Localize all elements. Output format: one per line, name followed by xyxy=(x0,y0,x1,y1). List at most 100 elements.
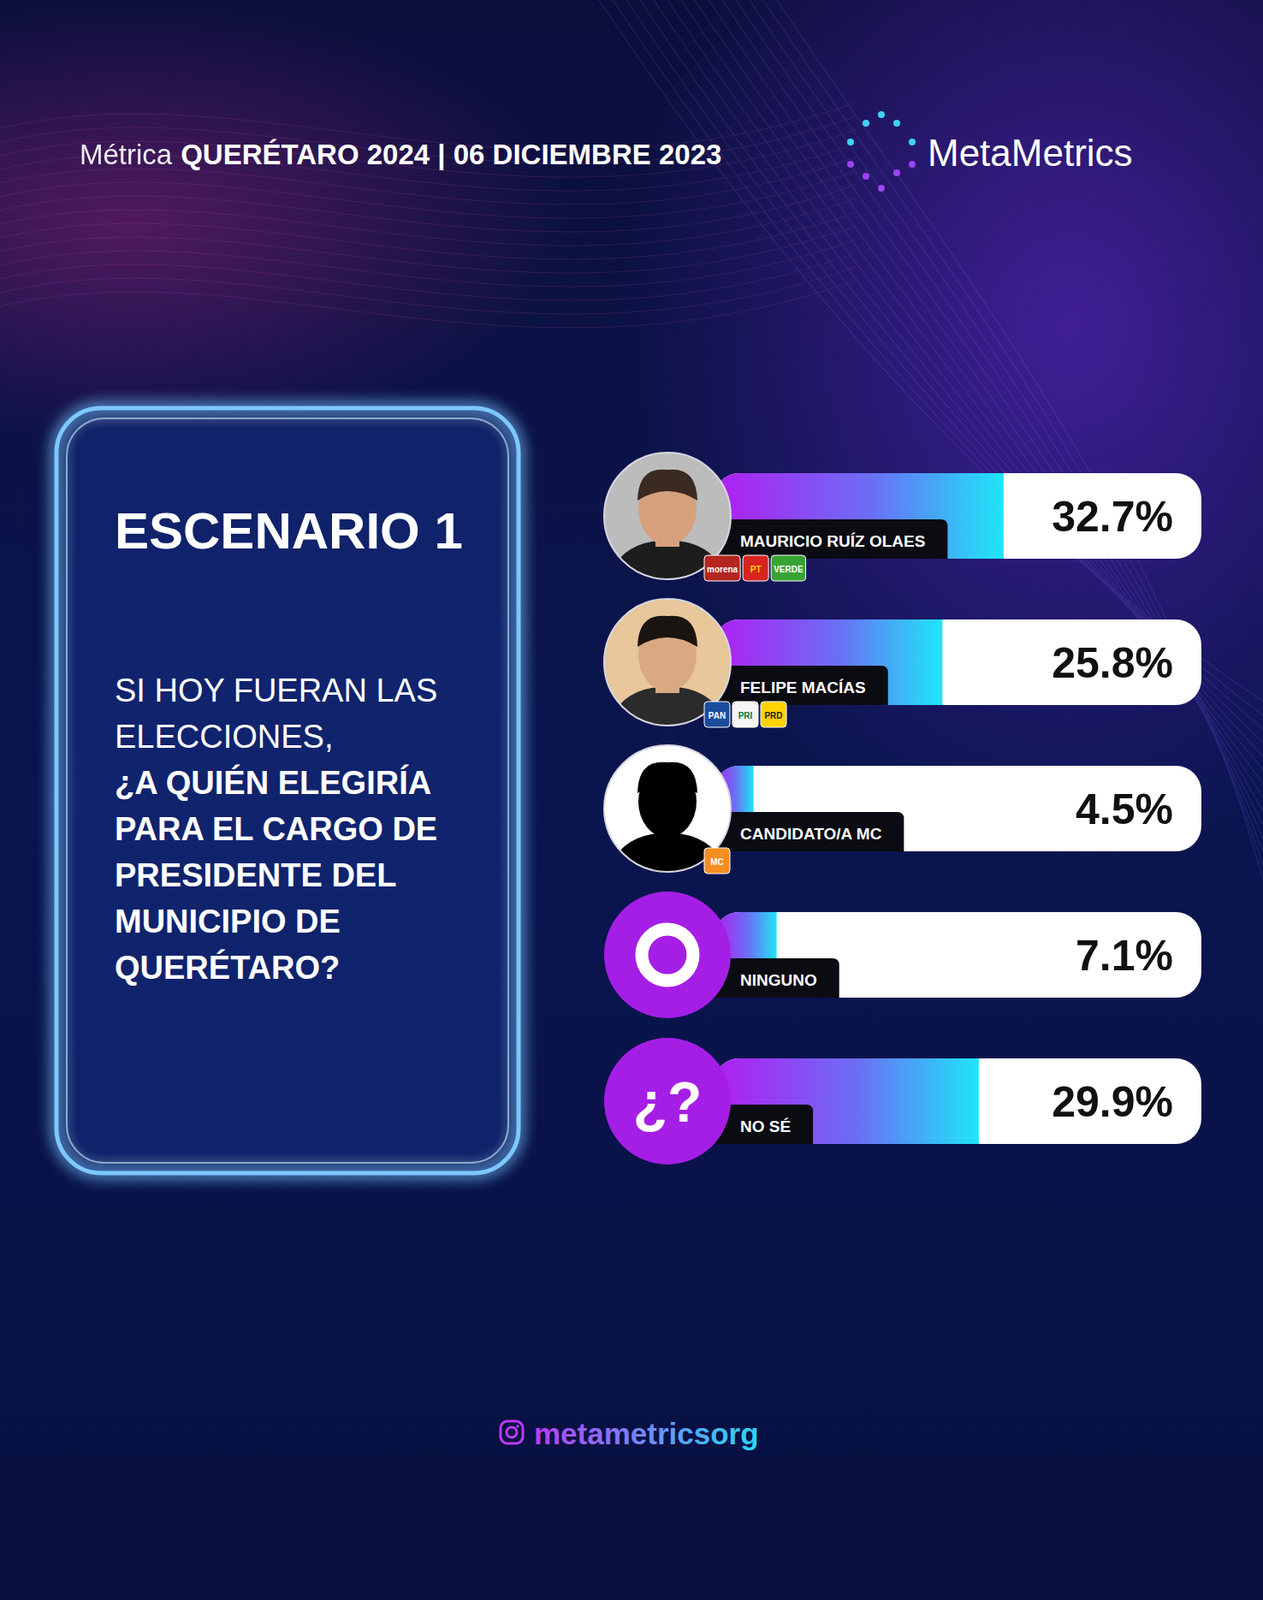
party-logo-label: morena xyxy=(706,564,739,575)
name-tab xyxy=(713,958,840,998)
logo-dot xyxy=(847,138,854,146)
logo-line xyxy=(895,128,899,168)
wave-line xyxy=(0,130,856,178)
avatar-hair xyxy=(637,469,698,501)
party-logo: PT xyxy=(742,555,769,582)
wave-line xyxy=(0,184,856,232)
party-logo-label: VERDE xyxy=(773,564,804,575)
wave-line xyxy=(694,0,1263,798)
row-icon: ¿? xyxy=(604,1037,731,1165)
data-label: 7.1% xyxy=(1075,931,1174,980)
question-line: MUNICIPIO DE xyxy=(114,903,341,940)
logo-line xyxy=(910,147,914,160)
party-logo: MC xyxy=(704,847,730,874)
bar-row xyxy=(713,912,1202,998)
data-label: 25.8% xyxy=(1051,639,1174,688)
header-title: QUERÉTARO 2024 | 06 DICIEMBRE 2023 xyxy=(180,138,722,171)
instagram-icon xyxy=(500,1421,523,1444)
wave-line xyxy=(0,239,856,287)
party-logo-label: PRI xyxy=(738,711,754,721)
bar-track xyxy=(713,619,1202,706)
bar-fill-group xyxy=(713,619,943,706)
background-glow xyxy=(0,0,574,445)
logo-dot xyxy=(908,138,916,146)
wave-line xyxy=(640,0,1263,743)
wave-line xyxy=(776,0,1263,880)
data-label: 29.9% xyxy=(1051,1078,1174,1127)
icon-circle xyxy=(604,1037,731,1165)
wave-line xyxy=(626,0,1263,730)
data-label: 32.7% xyxy=(1051,492,1174,541)
logo-line xyxy=(848,147,853,160)
party-logo: PRD xyxy=(760,701,787,728)
bar-track xyxy=(713,765,1202,852)
wave-line xyxy=(667,0,1263,771)
logo-dot xyxy=(847,160,854,168)
wave-line xyxy=(612,0,1263,716)
bar xyxy=(713,619,943,706)
wave-line xyxy=(0,212,856,260)
name-tab xyxy=(713,519,948,559)
bar-row xyxy=(713,619,1202,706)
logo-dot xyxy=(877,111,885,119)
data-label: 4.5% xyxy=(1075,785,1174,834)
party-logo-box xyxy=(704,555,741,582)
header: MétricaQUERÉTARO 2024 | 06 DICIEMBRE 202… xyxy=(79,138,722,171)
wave-line xyxy=(681,0,1263,784)
logo-dot xyxy=(862,119,870,127)
question-line: PRESIDENTE DEL xyxy=(114,857,397,894)
party-logo: morena xyxy=(704,555,741,582)
wave-line xyxy=(0,280,856,328)
wave-line xyxy=(0,266,856,315)
party-logo: VERDE xyxy=(770,555,806,582)
category-label: NINGUNO xyxy=(740,971,818,990)
party-logo-box xyxy=(770,555,806,582)
question-line: QUERÉTARO? xyxy=(114,948,340,986)
question-intro-line: SI HOY FUERAN LAS xyxy=(114,672,438,709)
logo-dot xyxy=(908,160,916,168)
avatar xyxy=(604,745,731,878)
bar-track xyxy=(713,1058,1202,1145)
wave-line xyxy=(749,0,1263,853)
brand-logo: MetaMetrics xyxy=(847,111,1133,192)
footer: metametricsorg xyxy=(500,1417,759,1451)
party-logo-label: PT xyxy=(750,564,762,575)
panel-frame xyxy=(56,408,519,1174)
party-logo-box xyxy=(732,701,759,728)
party-logo: PAN xyxy=(704,701,730,728)
footer-handle: metametricsorg xyxy=(533,1417,759,1451)
avatar-hair xyxy=(637,616,698,647)
icon-label: ¿? xyxy=(633,1070,703,1134)
wave-line xyxy=(763,0,1263,866)
logo-line xyxy=(864,128,868,172)
question-intro: SI HOY FUERAN LAS ELECCIONES, xyxy=(114,672,438,755)
panel-inner-frame xyxy=(66,418,509,1163)
logo-line xyxy=(879,119,884,184)
labels: MAURICIO RUÍZ OLAESmorenaPTVERDE32.7%FEL… xyxy=(604,452,1174,1165)
party-logo-box xyxy=(742,555,769,582)
party-logo-box xyxy=(760,701,787,728)
background-glow xyxy=(624,0,1263,856)
logo-dot xyxy=(893,169,901,177)
brand-name: MetaMetrics xyxy=(927,131,1133,174)
party-logo-box xyxy=(704,701,730,728)
bar xyxy=(713,1058,979,1145)
wave-line xyxy=(708,0,1263,812)
party-logo: PRI xyxy=(732,701,759,728)
bar-track xyxy=(713,473,1202,559)
category-label: NO SÉ xyxy=(740,1117,791,1136)
wave-line xyxy=(653,0,1263,757)
icon-ring xyxy=(641,929,694,981)
instagram-icon-lens xyxy=(506,1427,517,1438)
wave-line xyxy=(735,0,1263,839)
icon-circle xyxy=(604,891,731,1019)
row-icon xyxy=(604,891,731,1019)
wave-line xyxy=(0,225,856,273)
bar xyxy=(713,473,1004,559)
question-intro-line: ELECCIONES, xyxy=(114,718,334,755)
header-prefix: Métrica xyxy=(79,138,173,171)
logo-dot xyxy=(893,119,901,127)
wave-line xyxy=(0,253,856,301)
party-logo-box xyxy=(704,847,730,874)
name-tab xyxy=(713,665,889,706)
